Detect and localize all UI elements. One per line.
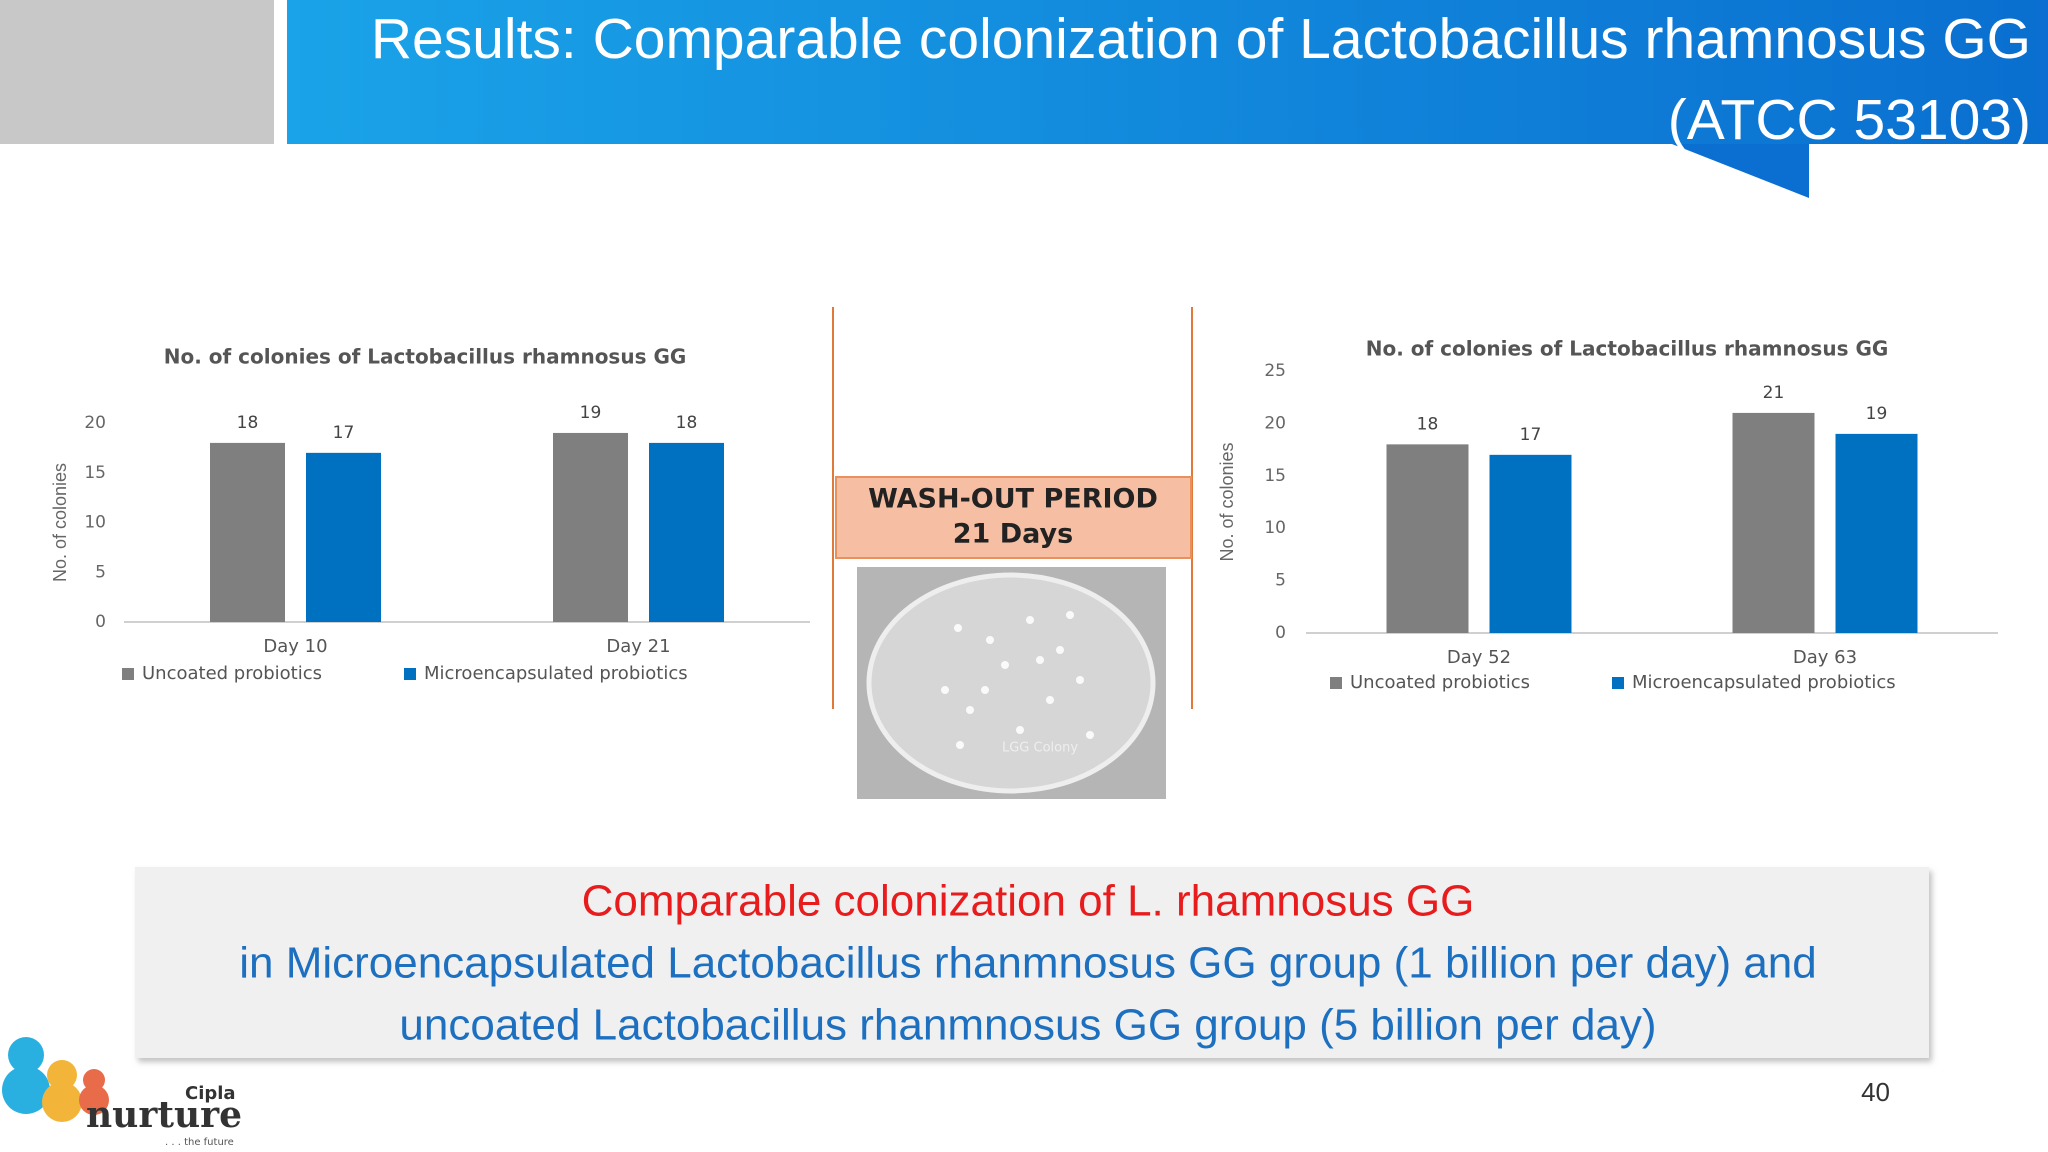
legend-label: Uncoated probiotics: [1350, 672, 1530, 693]
summary-text: in Microencapsulated Lactobacillus rhanm…: [239, 939, 1817, 988]
data-label: 19: [580, 403, 602, 423]
y-axis-label: No. of colonies: [1217, 442, 1237, 561]
y-tick-label: 0: [95, 612, 106, 632]
data-label: 17: [1520, 425, 1542, 445]
y-tick-label: 25: [1264, 361, 1286, 381]
bar: [1835, 433, 1918, 633]
page-number: 40: [1861, 1077, 1890, 1107]
header-bar: [287, 0, 2048, 144]
summary-box: [135, 867, 1929, 1058]
data-label: 18: [1417, 414, 1439, 434]
header-notch: [1672, 144, 1809, 198]
y-tick-label: 10: [1264, 518, 1286, 538]
doll: [83, 1069, 105, 1091]
y-tick-label: 0: [1275, 623, 1286, 643]
legend-swatch: [122, 668, 134, 680]
doll: [8, 1037, 44, 1073]
y-tick-label: 15: [84, 463, 106, 483]
chart-title: No. of colonies of Lactobacillus rhamnos…: [164, 345, 687, 369]
doll: [42, 1082, 82, 1122]
x-tick-label: Day 52: [1447, 647, 1511, 668]
data-label: 18: [237, 413, 259, 433]
logo-name: nurture: [86, 1094, 242, 1136]
bar: [649, 442, 724, 622]
bar: [306, 452, 381, 622]
legend-swatch: [1612, 677, 1624, 689]
washout-text: WASH-OUT PERIOD: [868, 484, 1158, 515]
summary-text: uncoated Lactobacillus rhanmnosus GG gro…: [399, 1001, 1656, 1050]
doll: [47, 1060, 77, 1090]
plate-label: LGG Colony: [1002, 741, 1078, 756]
washout-box: [835, 476, 1192, 559]
bar: [210, 442, 285, 622]
y-tick-label: 15: [1264, 466, 1286, 486]
summary-headline: Comparable colonization of L. rhamnosus …: [582, 877, 1475, 926]
legend-label: Microencapsulated probiotics: [424, 663, 688, 684]
y-tick-label: 20: [84, 413, 106, 433]
doll: [79, 1085, 109, 1115]
petri-dish: [866, 572, 1156, 794]
washout-text: 21 Days: [953, 519, 1073, 550]
legend-label: Uncoated probiotics: [142, 663, 322, 684]
x-tick-label: Day 63: [1793, 647, 1857, 668]
data-label: 18: [676, 413, 698, 433]
logo-tagline: . . . the future: [165, 1137, 234, 1148]
legend-swatch: [1330, 677, 1342, 689]
y-tick-label: 5: [1275, 571, 1286, 591]
bar: [1732, 412, 1815, 633]
y-tick-label: 20: [1264, 413, 1286, 433]
bar: [1386, 444, 1469, 633]
data-label: 17: [333, 423, 355, 443]
slide-title: (ATCC 53103): [1668, 88, 2031, 152]
logo-brand: Cipla: [185, 1083, 236, 1104]
x-tick-label: Day 21: [606, 636, 670, 657]
data-label: 19: [1866, 404, 1888, 424]
doll: [2, 1066, 50, 1114]
y-tick-label: 10: [84, 513, 106, 533]
x-tick-label: Day 10: [263, 636, 327, 657]
colonies: [941, 611, 1094, 749]
data-label: 21: [1763, 383, 1785, 403]
chart-title: No. of colonies of Lactobacillus rhamnos…: [1366, 337, 1889, 361]
bar: [553, 432, 628, 622]
logo: Cipla nurture . . . the future: [2, 1037, 242, 1148]
header-gray-block: [0, 0, 274, 144]
legend-label: Microencapsulated probiotics: [1632, 672, 1896, 693]
y-tick-label: 5: [95, 562, 106, 582]
slide-title: Results: Comparable colonization of Lact…: [371, 7, 2031, 71]
bar: [1489, 454, 1572, 633]
legend-swatch: [404, 668, 416, 680]
y-axis-label: No. of colonies: [50, 463, 70, 582]
washout-panel: WASH-OUT PERIOD 21 Days LGG Colony: [832, 307, 1193, 799]
